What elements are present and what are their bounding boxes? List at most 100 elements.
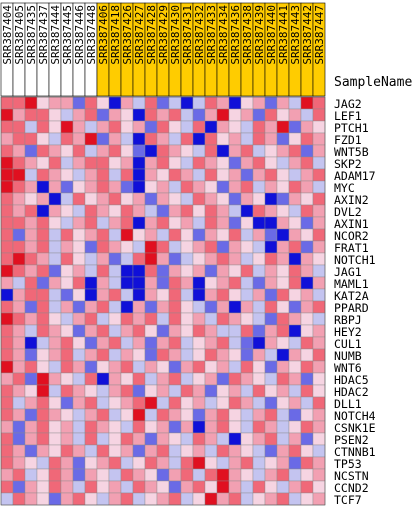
heatmap-cell [240,456,254,470]
heatmap-cell [72,276,86,290]
heatmap-cell [84,96,98,110]
heatmap-cell [96,120,110,134]
heatmap-cell [48,120,62,134]
heatmap-cell [144,456,158,470]
heatmap-cell [216,348,230,362]
heatmap-cell [84,180,98,194]
heatmap-cell [288,240,302,254]
heatmap-cell [72,108,86,122]
heatmap-cell [12,168,26,182]
heatmap-cell [192,204,206,218]
heatmap-cell [252,132,266,146]
heatmap-cell [288,144,302,158]
heatmap-cell [144,384,158,398]
heatmap-cell [312,312,326,326]
heatmap-cell [228,96,242,110]
row-label: CUL1 [334,337,362,351]
heatmap-cell [216,396,230,410]
heatmap-cell [24,180,38,194]
heatmap-cell [84,480,98,494]
heatmap-cell [192,372,206,386]
heatmap-cell [120,360,134,374]
heatmap-cell [96,156,110,170]
heatmap-cell [96,216,110,230]
heatmap-cell [192,120,206,134]
heatmap-cell [216,336,230,350]
row-label: PTCH1 [334,121,369,135]
heatmap-cell [12,96,26,110]
heatmap-cell [288,468,302,482]
heatmap-cell [72,372,86,386]
heatmap-cell [180,432,194,446]
column-label: SRR387430 [169,5,182,65]
heatmap-cell [192,480,206,494]
heatmap-cell [288,96,302,110]
heatmap-cell [48,384,62,398]
heatmap-cell [240,264,254,278]
heatmap-cell [300,180,314,194]
heatmap-cell [72,120,86,134]
heatmap-cell [108,360,122,374]
heatmap-cell [108,324,122,338]
heatmap-cell [204,492,218,506]
heatmap-cell [12,132,26,146]
heatmap-cell [156,348,170,362]
heatmap-cell [288,408,302,422]
column-label: SRR387446 [73,5,86,65]
heatmap-cell [144,276,158,290]
heatmap-cell [120,228,134,242]
heatmap-cell [60,384,74,398]
heatmap-cell [120,264,134,278]
heatmap-cell [288,396,302,410]
column-label: SRR387426 [121,5,134,65]
heatmap-cell [60,240,74,254]
heatmap-cell [300,432,314,446]
heatmap-cell [264,132,278,146]
heatmap-cell [264,468,278,482]
heatmap-cell [96,420,110,434]
heatmap-cell [36,252,50,266]
heatmap-cell [300,480,314,494]
heatmap-cell [12,492,26,506]
heatmap-cell [156,228,170,242]
heatmap-cell [48,456,62,470]
heatmap-cell [36,360,50,374]
heatmap-cell [72,252,86,266]
heatmap-cell [120,492,134,506]
heatmap-cell [264,324,278,338]
heatmap-cell [300,96,314,110]
heatmap-cell [312,372,326,386]
heatmap-cell [312,360,326,374]
heatmap-cell [24,324,38,338]
heatmap-cell [240,408,254,422]
heatmap-cell [60,156,74,170]
heatmap-cell [252,480,266,494]
heatmap-cell [72,192,86,206]
heatmap-cell [144,348,158,362]
column-header-bg [312,2,326,97]
heatmap-cell [132,360,146,374]
heatmap-cell [300,240,314,254]
heatmap-cell [12,204,26,218]
heatmap-cell [180,132,194,146]
heatmap-cell [72,300,86,314]
heatmap-cell [108,396,122,410]
heatmap-cell [288,168,302,182]
heatmap-cell [276,288,290,302]
heatmap-cell [168,288,182,302]
heatmap-cell [288,180,302,194]
heatmap-cell [180,348,194,362]
heatmap-cell [288,192,302,206]
heatmap-cell [132,468,146,482]
heatmap-cell [264,264,278,278]
heatmap-cell [216,324,230,338]
heatmap-cell [192,432,206,446]
heatmap-cell [132,372,146,386]
heatmap-cell [252,192,266,206]
heatmap-cell [180,384,194,398]
heatmap-cell [276,216,290,230]
heatmap-cell [132,240,146,254]
heatmap-cell [204,300,218,314]
column-label: SRR387435 [25,5,38,65]
heatmap-cell [264,156,278,170]
